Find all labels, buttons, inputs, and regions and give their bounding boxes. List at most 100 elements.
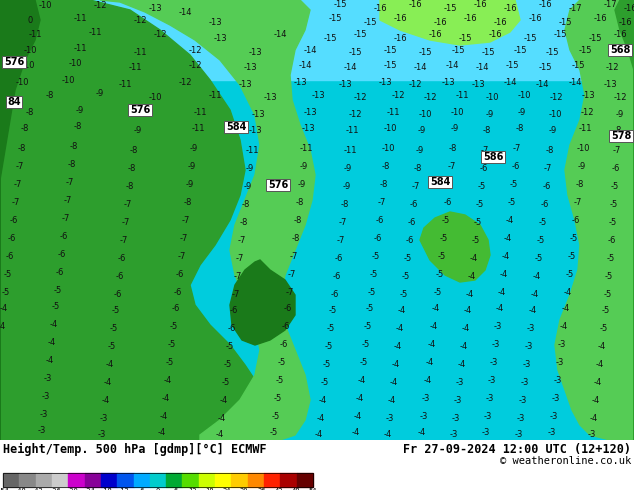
Text: -14: -14	[445, 60, 459, 70]
Text: -6: -6	[408, 218, 416, 226]
Text: -5: -5	[438, 251, 446, 261]
Text: -9: -9	[344, 164, 352, 172]
Text: -3: -3	[556, 358, 564, 367]
Text: -13: -13	[603, 79, 617, 89]
Text: 24: 24	[223, 488, 231, 490]
Text: -11: -11	[455, 91, 469, 99]
Text: -4: -4	[158, 427, 166, 437]
Text: -5: -5	[362, 340, 370, 348]
Text: -12: -12	[605, 63, 619, 72]
Text: -10: -10	[381, 144, 395, 152]
Text: -4: -4	[562, 303, 570, 313]
Text: -4: -4	[392, 360, 400, 368]
Text: -3: -3	[490, 358, 498, 367]
Text: -5: -5	[360, 358, 368, 367]
Text: -10: -10	[383, 123, 397, 132]
Text: -4: -4	[48, 338, 56, 346]
Polygon shape	[380, 0, 520, 45]
Text: -9: -9	[616, 109, 624, 119]
Text: -14: -14	[273, 29, 287, 39]
Text: -5: -5	[568, 251, 576, 261]
Text: -6: -6	[410, 199, 418, 209]
Text: -6: -6	[118, 253, 126, 263]
Text: -15: -15	[383, 46, 397, 54]
Text: -5: -5	[272, 412, 280, 420]
Text: -6: -6	[174, 288, 182, 296]
Text: -4: -4	[50, 319, 58, 328]
Text: -6: -6	[284, 303, 292, 313]
Text: -8: -8	[483, 125, 491, 134]
Text: -6: -6	[444, 197, 452, 206]
Text: -8: -8	[382, 162, 390, 171]
Text: -14: -14	[413, 63, 427, 72]
Text: -16: -16	[618, 18, 632, 26]
Text: -8: -8	[294, 216, 302, 224]
Text: -6: -6	[58, 249, 66, 259]
Text: -6: -6	[60, 231, 68, 241]
Text: -8: -8	[184, 197, 192, 206]
Text: -4: -4	[504, 234, 512, 243]
Text: -7: -7	[339, 218, 347, 226]
Text: -8: -8	[21, 123, 29, 132]
Text: 42: 42	[275, 488, 283, 490]
Text: Fr 27-09-2024 12:00 UTC (12+120): Fr 27-09-2024 12:00 UTC (12+120)	[403, 443, 631, 456]
Text: -18: -18	[100, 488, 113, 490]
Text: -12: -12	[188, 60, 202, 70]
Text: -5: -5	[434, 288, 442, 296]
Text: -5: -5	[270, 427, 278, 437]
Text: -3: -3	[454, 395, 462, 405]
Text: -11: -11	[133, 48, 146, 56]
Text: -4: -4	[462, 323, 470, 333]
Text: -5: -5	[472, 236, 480, 245]
Text: -5: -5	[404, 253, 412, 263]
Text: -4: -4	[160, 412, 168, 420]
Text: -5: -5	[321, 377, 329, 387]
Text: -8: -8	[296, 197, 304, 206]
Text: -4: -4	[46, 356, 54, 365]
Text: -16: -16	[393, 33, 407, 43]
Text: -3: -3	[523, 360, 531, 368]
Text: -15: -15	[505, 60, 519, 70]
Text: -3: -3	[450, 430, 458, 439]
Text: -5: -5	[327, 323, 335, 333]
Text: -9: -9	[244, 181, 252, 191]
Bar	[280, 473, 297, 487]
Text: -5: -5	[108, 342, 116, 350]
Text: 18: 18	[205, 488, 214, 490]
Text: -6: -6	[10, 216, 18, 224]
Text: -13: -13	[441, 77, 455, 87]
Text: -4: -4	[104, 377, 112, 387]
Text: -10: -10	[22, 60, 35, 70]
Text: -5: -5	[610, 199, 618, 209]
Text: -7: -7	[236, 253, 244, 263]
Text: -8: -8	[516, 123, 524, 132]
Text: -6: -6	[114, 290, 122, 298]
Text: -9: -9	[486, 109, 494, 119]
Text: -5: -5	[110, 323, 118, 333]
Text: -4: -4	[500, 270, 508, 278]
Text: -5: -5	[372, 251, 380, 261]
Text: -15: -15	[538, 63, 552, 72]
Text: -3: -3	[521, 377, 529, 387]
Text: -7: -7	[613, 146, 621, 154]
Text: -6: -6	[612, 164, 620, 172]
Text: -6: -6	[56, 268, 64, 276]
Bar	[166, 473, 183, 487]
Text: -4: -4	[317, 414, 325, 422]
Text: -10: -10	[133, 109, 146, 119]
Text: -11: -11	[88, 27, 101, 36]
Text: -4: -4	[319, 395, 327, 405]
Text: -3: -3	[548, 427, 556, 437]
Text: -6: -6	[446, 179, 454, 189]
Text: -7: -7	[513, 144, 521, 152]
Text: -4: -4	[466, 290, 474, 298]
Text: -7: -7	[288, 270, 296, 278]
Bar	[248, 473, 264, 487]
Text: -5: -5	[609, 218, 617, 226]
Text: -13: -13	[311, 91, 325, 99]
Text: 36: 36	[257, 488, 266, 490]
Text: -5: -5	[402, 271, 410, 280]
Text: -12: -12	[580, 107, 594, 117]
Text: -15: -15	[514, 46, 527, 54]
Polygon shape	[615, 0, 634, 440]
